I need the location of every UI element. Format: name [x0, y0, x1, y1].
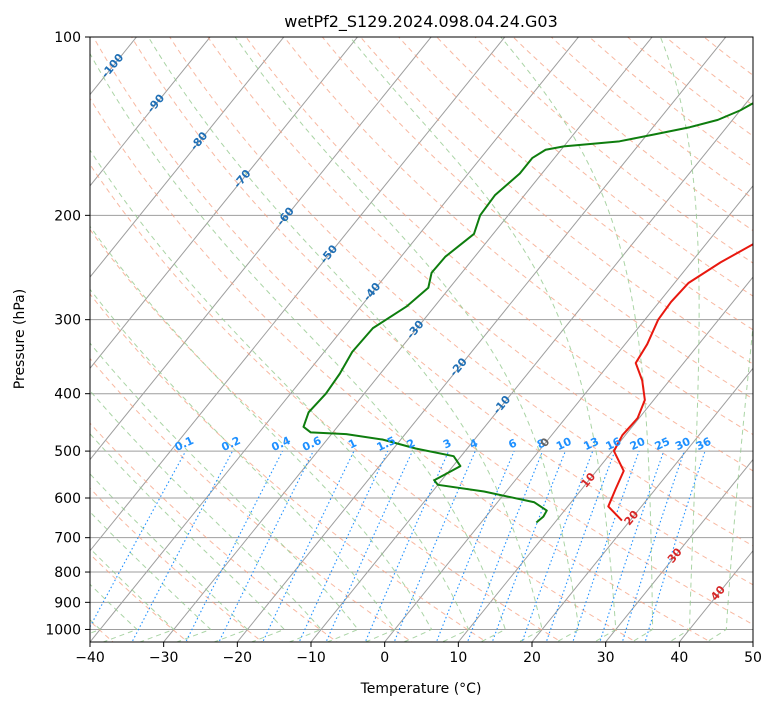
dry-adiabat-line: [169, 37, 753, 547]
isotherm-line: [457, 276, 753, 642]
mixing-ratio-line: [491, 450, 566, 642]
dry-adiabat-line: [436, 37, 753, 297]
dry-adiabat-line: [397, 37, 753, 331]
x-tick-label: 30: [597, 650, 615, 666]
dry-adiabat-line: [359, 37, 753, 365]
dry-adiabat-line: [283, 37, 753, 436]
y-axis: 100 200 300 400 500 600 700 800 900 1000: [45, 30, 90, 638]
y-axis-label: Pressure (hPa): [12, 289, 28, 389]
x-tick-label: −10: [296, 650, 326, 666]
moist-adiabat-line: [90, 511, 212, 642]
moist-adiabat-line: [90, 547, 175, 642]
dewpoint-profile-line: [302, 102, 753, 524]
dry-adiabat-line: [90, 163, 637, 642]
mixing-ratio-label: 13: [582, 435, 601, 453]
y-tick-label: 100: [54, 30, 81, 46]
plot-background: [90, 37, 753, 642]
moist-adiabat-line: [90, 473, 249, 642]
dry-adiabat-line: [90, 422, 338, 642]
dry-adiabat-line: [207, 37, 753, 509]
mixing-ratio-label: 16: [604, 435, 624, 453]
mixing-ratio-line: [621, 450, 685, 642]
moist-adiabat-line: [705, 321, 753, 642]
isotherm-line: [90, 37, 211, 187]
x-tick-label: 0: [380, 650, 389, 666]
y-tick-label: 800: [54, 565, 81, 581]
x-tick-label: 40: [670, 650, 688, 666]
dry-adiabat-line: [245, 37, 753, 472]
mixing-ratio-label: 25: [653, 435, 672, 453]
mixing-ratio-label: 20: [628, 435, 648, 453]
y-tick-label: 900: [54, 595, 81, 611]
moist-adiabat-line: [90, 52, 506, 642]
isotherm-line: [163, 37, 653, 642]
y-tick-label: 700: [54, 531, 81, 547]
moist-adiabat-line: [90, 288, 396, 642]
dry-adiabat-line: [92, 37, 753, 626]
isotherm-line: [90, 37, 506, 552]
mixing-ratio-line: [185, 450, 283, 642]
mixing-ratio-line: [644, 450, 706, 642]
mixing-ratio-line: [298, 450, 389, 642]
moist-adiabat-line: [147, 37, 543, 642]
moist-adiabat-line: [659, 37, 700, 642]
dry-adiabat-line: [130, 37, 753, 586]
isotherm-line: [384, 185, 753, 642]
moist-adiabat-line: [349, 37, 617, 642]
x-tick-label: −40: [75, 650, 105, 666]
y-tick-label: 400: [54, 387, 81, 403]
mixing-ratio-line: [466, 450, 544, 642]
moist-adiabat-line: [90, 433, 286, 642]
mixing-ratio-label: 30: [673, 435, 693, 453]
dry-adiabat-line: [550, 37, 753, 200]
x-tick-label: 20: [523, 650, 541, 666]
mixing-ratio-line: [435, 450, 515, 642]
y-tick-label: 600: [54, 491, 81, 507]
isotherm-line: [236, 37, 727, 642]
isotherm-line: [90, 37, 432, 461]
isotherm-line: [531, 367, 753, 642]
y-tick-label: 1000: [45, 622, 81, 638]
mixing-ratio-label: 36: [694, 435, 714, 453]
moist-adiabat-line: [90, 342, 359, 642]
mixing-ratio-line: [521, 450, 594, 642]
moist-adiabat-line: [234, 37, 580, 642]
temperature-profile-line: [607, 243, 753, 522]
moist-adiabat-line: [90, 583, 138, 642]
y-tick-label: 500: [54, 444, 81, 460]
dry-adiabat-line: [90, 357, 413, 642]
mixing-ratio-line: [262, 450, 355, 642]
mixing-ratio-line: [393, 450, 476, 642]
isotherm-line: [90, 37, 359, 370]
x-axis: −40 −30 −20 −10 0 10 20 30 40 50: [75, 642, 762, 666]
mixing-ratio-line: [599, 450, 665, 642]
data-layer: [302, 102, 753, 524]
plot-frame: [89, 36, 754, 643]
moist-adiabat-line: [500, 37, 654, 642]
x-axis-label: Temperature (°C): [360, 681, 482, 697]
dry-adiabat-line: [321, 37, 753, 400]
y-tick-label: 200: [54, 208, 81, 224]
mixing-ratio-line: [131, 450, 233, 642]
x-tick-label: 10: [449, 650, 467, 666]
isotherm-line: [90, 37, 580, 642]
x-tick-label: −30: [149, 650, 179, 666]
y-tick-label: 300: [54, 313, 81, 329]
dry-adiabat-line: [90, 97, 712, 642]
isotherm-line: [605, 458, 753, 642]
grid-layer: [90, 37, 753, 642]
mixing-ratio-line: [572, 450, 640, 642]
x-tick-label: 50: [744, 650, 762, 666]
chart-title: wetPf2_S129.2024.098.04.24.G03: [284, 12, 558, 32]
mixing-ratio-label: 10: [554, 435, 574, 453]
isotherm-line: [310, 93, 753, 642]
x-tick-label: −20: [223, 650, 253, 666]
isotherm-line: [90, 37, 285, 278]
moist-adiabat-line: [90, 149, 470, 642]
mixing-ratio-line: [545, 450, 616, 642]
